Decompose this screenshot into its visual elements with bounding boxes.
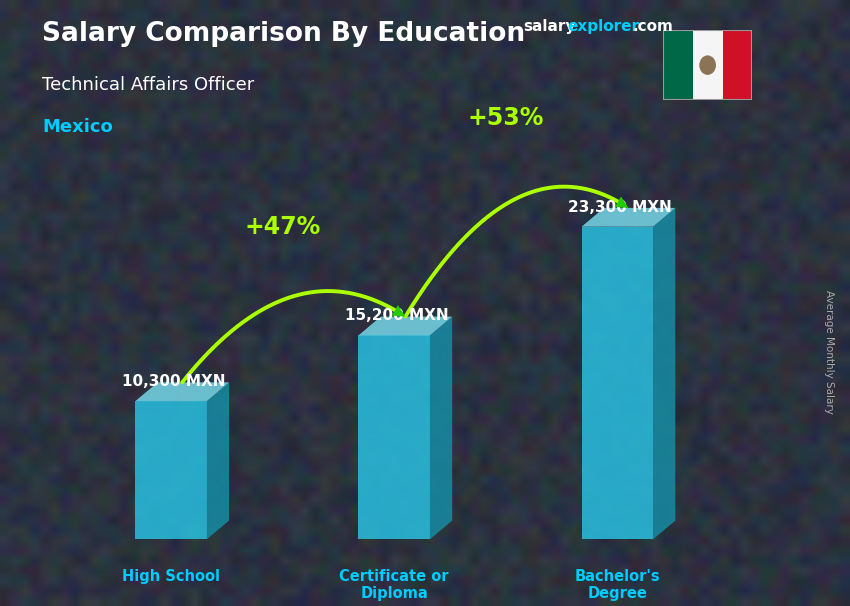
Polygon shape	[359, 316, 452, 335]
Bar	[359, 335, 430, 539]
Polygon shape	[430, 316, 452, 539]
Polygon shape	[135, 382, 229, 401]
Bar	[135, 401, 207, 539]
Text: 23,300 MXN: 23,300 MXN	[568, 199, 672, 215]
Text: 15,200 MXN: 15,200 MXN	[345, 308, 449, 323]
Bar	[722, 30, 752, 100]
Polygon shape	[653, 208, 675, 539]
Text: Mexico: Mexico	[42, 118, 113, 136]
Bar	[693, 30, 722, 100]
Circle shape	[700, 55, 716, 75]
Text: explorer: explorer	[568, 19, 640, 35]
Text: Certificate or
Diploma: Certificate or Diploma	[339, 569, 449, 601]
Text: +53%: +53%	[468, 106, 544, 130]
Text: +47%: +47%	[245, 215, 320, 239]
Text: Technical Affairs Officer: Technical Affairs Officer	[42, 76, 255, 94]
Polygon shape	[207, 382, 229, 539]
Text: High School: High School	[122, 569, 220, 584]
Bar	[581, 227, 653, 539]
Text: Average Monthly Salary: Average Monthly Salary	[824, 290, 834, 413]
Text: salary: salary	[523, 19, 575, 35]
Text: Bachelor's
Degree: Bachelor's Degree	[575, 569, 660, 601]
Text: Salary Comparison By Education: Salary Comparison By Education	[42, 21, 525, 47]
Text: .com: .com	[632, 19, 673, 35]
Bar	[663, 30, 693, 100]
Polygon shape	[581, 208, 675, 227]
Text: 10,300 MXN: 10,300 MXN	[122, 374, 225, 389]
